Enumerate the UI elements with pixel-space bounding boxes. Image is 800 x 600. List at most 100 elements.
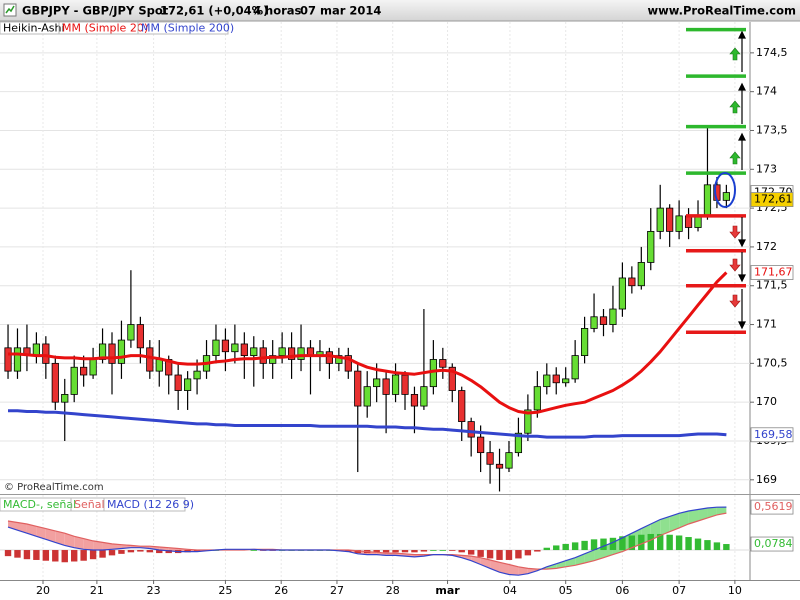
annotations (714, 30, 746, 330)
candle-body (562, 378, 570, 384)
candle-body (590, 316, 598, 329)
histogram-bar (127, 550, 135, 553)
up-arrow (729, 47, 741, 61)
histogram-bar (496, 550, 503, 560)
histogram-bar (449, 550, 456, 551)
legend-ma200[interactable]: MM (Simple 200) (141, 22, 234, 35)
candle-body (231, 343, 239, 353)
legend-signal[interactable]: Señal (74, 498, 105, 511)
histogram-bar (354, 550, 361, 554)
histogram-bar (373, 550, 380, 553)
candle-body (4, 347, 12, 372)
x-tick-label: 27 (330, 584, 344, 597)
y-tick-label: 173 (756, 162, 777, 175)
macd-fill (74, 536, 84, 550)
histogram-bar (89, 550, 97, 560)
header-price: 172,61 (+0,04%) (160, 4, 268, 18)
macd-line (7, 512, 727, 570)
histogram-bar (118, 550, 125, 554)
macd-fill (660, 516, 670, 536)
histogram-bar (439, 550, 447, 551)
histogram-bar (685, 537, 692, 551)
histogram-bar (524, 550, 532, 556)
macd-fill (688, 509, 699, 525)
histogram-bar (571, 542, 579, 551)
legend-ma20[interactable]: MM (Simple 20) (62, 22, 148, 35)
histogram-bar (600, 538, 607, 551)
price-label: 172,61 (754, 193, 793, 206)
candle-body (80, 366, 88, 376)
candle-body (325, 351, 333, 364)
macd-fill (55, 530, 65, 546)
down-arrows (729, 225, 741, 308)
header-timeframe: 4 horas (253, 4, 302, 18)
candle-body (108, 343, 116, 364)
candle-body (51, 362, 59, 403)
candle-body (391, 374, 400, 395)
legend-box (0, 21, 229, 35)
histogram-bar (420, 550, 428, 552)
candle-body (722, 192, 730, 201)
x-tick-label: 23 (147, 584, 161, 597)
candle-body (297, 347, 305, 360)
candle-body (675, 215, 683, 232)
candle-body (174, 374, 182, 391)
macd-last-label-box (750, 499, 794, 515)
histogram-bar (250, 550, 257, 551)
header-icon-glyph (5, 5, 15, 14)
candle-body (429, 359, 437, 388)
macd-fill (64, 533, 75, 548)
histogram-bar (392, 550, 399, 553)
histogram-bar (42, 550, 50, 561)
candle-body (127, 324, 135, 341)
histogram-bar (156, 550, 163, 554)
legend-histogram[interactable]: MACD-, señal (3, 498, 76, 511)
macd-last-label: 0,5619 (754, 500, 793, 513)
header-date: 07 mar 2014 (300, 4, 381, 18)
candle-body (599, 316, 608, 325)
histogram-bar (70, 550, 78, 562)
macd-fill (112, 543, 122, 550)
candle-body (42, 343, 50, 364)
candle-body (287, 347, 296, 360)
candle-body (410, 394, 419, 407)
x-tick-label: 25 (218, 584, 232, 597)
macd-fill (8, 520, 18, 531)
histogram-bar (99, 550, 106, 558)
histogram-bar (704, 540, 711, 551)
macd-fill (508, 564, 519, 576)
candle-body (184, 378, 192, 391)
histogram-bar (647, 533, 654, 551)
macd-fill (471, 556, 481, 565)
x-tick-label: 07 (672, 584, 686, 597)
histogram-bar (581, 540, 588, 551)
histogram-bar (23, 550, 31, 560)
moving-average-line (8, 271, 728, 415)
down-arrow (729, 258, 741, 272)
candle-body (32, 343, 40, 357)
x-tick-label: 05 (559, 584, 573, 597)
target-arrows (738, 30, 746, 330)
legend-macd[interactable]: MACD (12 26 9) (107, 498, 194, 511)
candle-body (448, 366, 456, 391)
candle-body (552, 374, 560, 384)
arrow-head (738, 321, 746, 330)
histogram-bar (137, 550, 144, 552)
histogram-bar (619, 536, 626, 551)
histogram-bar (590, 539, 598, 551)
down-arrow (729, 225, 741, 239)
moving-average-line (8, 409, 727, 439)
marks (4, 27, 746, 576)
ma-last-label: 171,67 (754, 266, 793, 279)
highlight-ellipse (714, 172, 736, 208)
candle-body (618, 277, 627, 310)
candle-body (61, 394, 69, 403)
candle-body (486, 452, 494, 465)
histogram-bar (515, 550, 522, 559)
candle-body (193, 370, 201, 380)
candle-body (240, 343, 248, 357)
histogram-bar (14, 550, 21, 558)
histogram-bar (146, 550, 154, 553)
up-arrow (729, 151, 741, 165)
histogram-bar (609, 537, 617, 551)
